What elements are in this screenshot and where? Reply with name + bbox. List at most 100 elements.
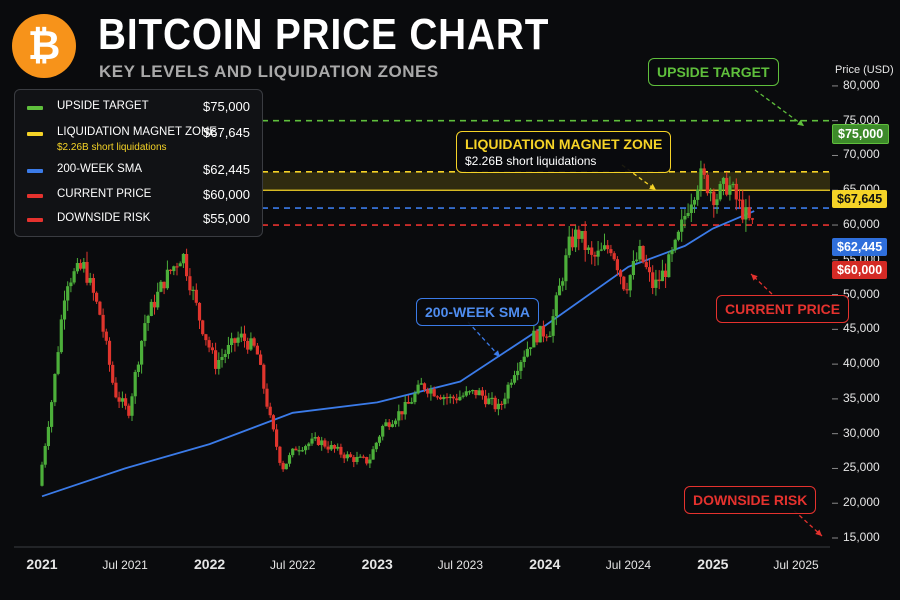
candle-body-up — [136, 364, 140, 372]
candle-body-down — [262, 364, 266, 389]
candle-body-down — [541, 325, 545, 337]
candle-body-up — [419, 383, 423, 385]
candle-body-up — [596, 250, 600, 257]
candle-body-up — [442, 397, 446, 400]
candle-body-down — [406, 402, 410, 404]
candle-body-down — [657, 279, 661, 282]
legend-item-liquidation-magnet-zone: LIQUIDATION MAGNET ZONE $67,645 $2.26B s… — [15, 124, 262, 153]
liquidation-zone-callout: LIQUIDATION MAGNET ZONE $2.26B short liq… — [456, 131, 672, 173]
candle-body-down — [432, 389, 436, 397]
candle-body-up — [130, 396, 134, 416]
candle-body-down — [426, 389, 430, 394]
candle-body-up — [368, 459, 372, 464]
candle-body-down — [577, 229, 581, 239]
candle-body-up — [46, 426, 50, 446]
legend-sublabel: $2.26B short liquidations — [57, 142, 167, 153]
x-tick-label: 2021 — [26, 556, 58, 572]
candle-body-down — [647, 267, 652, 273]
candle-body-down — [169, 269, 173, 271]
candle-body-down — [201, 320, 205, 335]
candle-body-down — [641, 246, 645, 263]
candle-body-down — [188, 276, 192, 291]
candle-body-up — [249, 338, 253, 350]
y-tick-label: 35,000 — [843, 390, 880, 405]
candle-body-up — [59, 319, 63, 353]
legend-value: $55,000 — [203, 211, 250, 226]
candle-body-up — [300, 450, 304, 452]
upside-arrow-head — [797, 119, 804, 126]
candle-body-up — [631, 261, 635, 275]
legend-label: UPSIDE TARGET — [57, 100, 149, 112]
candle-body-up — [561, 281, 565, 286]
candle-body-down — [259, 354, 263, 365]
legend-box: UPSIDE TARGET $75,000 LIQUIDATION MAGNET… — [14, 89, 263, 237]
legend-item-upside-target: UPSIDE TARGET $75,000 — [15, 98, 262, 118]
candle-body-up — [329, 445, 333, 450]
legend-item-current-price: CURRENT PRICE $60,000 — [15, 186, 262, 206]
candle-body-down — [644, 262, 648, 268]
candle-body-down — [625, 289, 629, 291]
y-axis-title: Price (USD) — [835, 64, 894, 76]
candle-body-up — [230, 338, 234, 345]
candle-body-up — [345, 454, 349, 459]
candle-body-up — [53, 374, 57, 403]
candle-body-up — [467, 391, 472, 393]
candle-body-up — [217, 360, 221, 369]
candle-body-up — [165, 269, 169, 289]
candle-body-up — [394, 420, 398, 425]
candle-body-up — [40, 464, 44, 486]
candle-body-up — [461, 395, 465, 397]
candle-body-up — [223, 354, 227, 357]
legend-label: LIQUIDATION MAGNET ZONE — [57, 126, 217, 138]
candle-body-up — [416, 384, 420, 394]
candle-body-down — [349, 454, 353, 458]
candle-body-up — [699, 168, 703, 190]
candle-body-up — [75, 263, 79, 272]
legend-item-200-week-sma: 200-WEEK SMA $62,445 — [15, 161, 262, 181]
candle-body-down — [609, 249, 613, 254]
candle-body-up — [336, 446, 340, 449]
candle-body-down — [326, 446, 330, 450]
candle-body-up — [287, 455, 292, 464]
candle-body-up — [120, 398, 124, 402]
candle-body-up — [410, 402, 414, 404]
candle-body-up — [390, 424, 394, 427]
magnet-price-tag: $67,645 — [832, 190, 888, 208]
liquidation-zone-callout-sub: $2.26B short liquidations — [465, 154, 597, 168]
candle-body-down — [612, 253, 616, 260]
candle-body-up — [377, 436, 382, 443]
candle-body-up — [291, 448, 295, 456]
candle-body-down — [455, 398, 459, 401]
candle-body-down — [365, 457, 369, 464]
candle-body-up — [580, 231, 584, 239]
candle-body-up — [689, 204, 693, 213]
candle-body-up — [709, 191, 713, 194]
candle-body-down — [104, 331, 108, 341]
candle-body-up — [670, 250, 674, 255]
candle-body-down — [278, 446, 282, 463]
candle-body-down — [246, 341, 250, 350]
candle-body-down — [664, 270, 668, 277]
candle-body-up — [403, 402, 407, 415]
candle-body-up — [88, 278, 92, 283]
candle-body-up — [477, 390, 481, 396]
candle-body-down — [162, 281, 166, 289]
candle-body-up — [496, 403, 500, 410]
y-tick-label: 30,000 — [843, 425, 880, 440]
y-tick-label: 75,000 — [843, 112, 880, 127]
candle-body-up — [236, 337, 240, 343]
candle-body-up — [413, 393, 417, 403]
x-tick-label: Jul 2024 — [605, 558, 652, 572]
current-price-tag: $60,000 — [832, 261, 888, 279]
y-tick-label: 15,000 — [843, 530, 880, 544]
candle-body-up — [660, 270, 664, 282]
candle-body-up — [628, 275, 632, 291]
candle-body-up — [635, 259, 639, 262]
candle-body-up — [529, 347, 533, 349]
candle-body-up — [143, 323, 147, 341]
candle-body-up — [667, 254, 671, 278]
candle-body-down — [339, 446, 343, 455]
candle-body-up — [686, 213, 690, 216]
candle-body-up — [220, 357, 224, 360]
